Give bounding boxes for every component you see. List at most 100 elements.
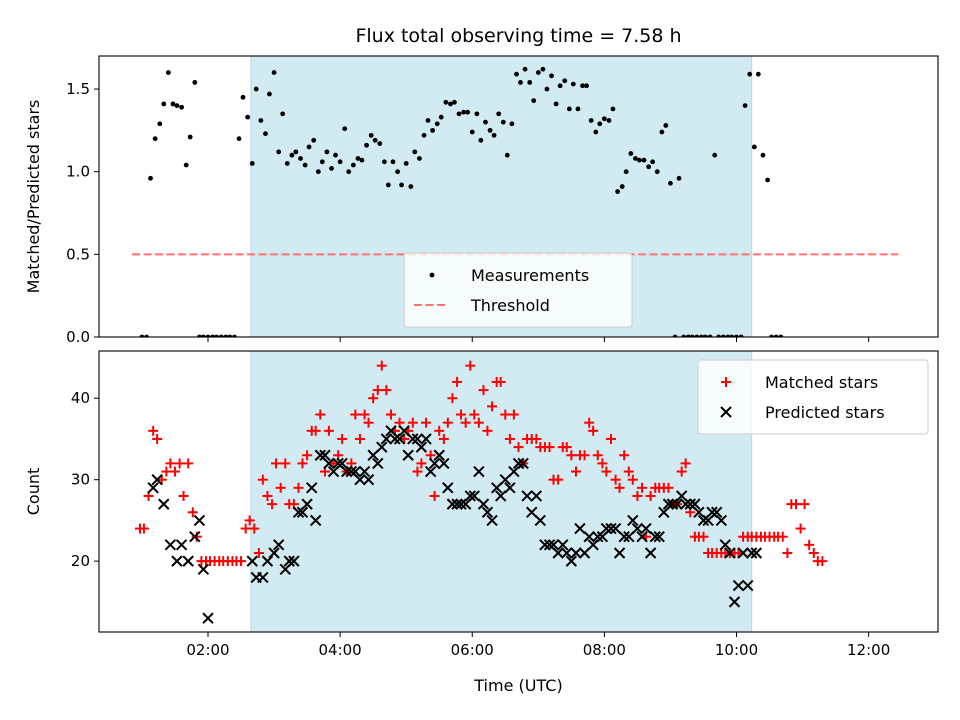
predicted-marker-b <box>147 482 159 494</box>
predicted-star-point <box>283 555 295 567</box>
measurement-point <box>258 118 264 123</box>
predicted-marker-b <box>671 498 683 510</box>
predicted-marker-b <box>702 514 714 527</box>
predicted-star-point <box>644 547 657 559</box>
measurement-point <box>355 156 361 161</box>
predicted-marker-b <box>494 490 507 502</box>
measurement-point <box>619 184 625 189</box>
predicted-marker-b <box>279 563 292 575</box>
predicted-star-point <box>578 547 591 559</box>
matched-star-point <box>495 376 506 387</box>
x-tick-label: 08:00 <box>583 641 626 659</box>
measurement-point <box>897 0 902 2</box>
predicted-marker-b <box>257 571 269 584</box>
matched-star-point <box>262 490 273 501</box>
predicted-star-point <box>623 530 635 543</box>
matched-star-point <box>504 433 515 444</box>
measurement-point <box>610 106 616 112</box>
measurement-point <box>606 118 612 123</box>
measurement-point <box>174 103 180 108</box>
predicted-star-point <box>679 498 692 510</box>
measurement-point <box>712 152 718 158</box>
measurement-point <box>720 334 726 337</box>
predicted-marker-b <box>534 514 547 527</box>
predicted-marker-b <box>393 433 406 445</box>
measurement-point <box>879 0 884 2</box>
predicted-star-point <box>565 555 578 567</box>
predicted-marker-b <box>402 449 414 461</box>
predicted-star-point <box>494 490 507 502</box>
measurement-point <box>831 0 836 2</box>
measurement-point <box>236 136 242 142</box>
matched-star-point <box>469 409 480 420</box>
predicted-star-point <box>649 530 661 543</box>
matched-star-point <box>372 385 383 396</box>
measurement-point <box>628 151 634 156</box>
predicted-marker-b <box>362 473 375 486</box>
measurement-point <box>584 83 589 89</box>
matched-star-point <box>588 425 599 436</box>
predicted-marker-b <box>609 522 622 535</box>
matched-star-point <box>280 458 291 469</box>
predicted-star-point <box>428 457 441 470</box>
y-tick-label: 30 <box>71 471 90 489</box>
predicted-star-point <box>197 563 210 575</box>
measurement-point <box>760 152 766 158</box>
matched-star-point <box>381 385 392 396</box>
predicted-marker-b <box>666 498 679 510</box>
measurement-point <box>385 182 391 188</box>
measurement-point <box>773 334 779 337</box>
matched-star-point <box>561 442 572 453</box>
measurement-point <box>223 334 229 337</box>
legend-plus-icon <box>721 377 731 387</box>
matched-star-point <box>601 466 612 477</box>
measurement-point <box>813 0 818 2</box>
predicted-star-point <box>570 547 582 559</box>
matched-star-point <box>790 499 801 510</box>
predicted-star-point <box>202 612 214 624</box>
predicted-marker-b <box>283 555 295 567</box>
predicted-marker-b <box>332 457 344 470</box>
measurement-point <box>232 334 237 337</box>
predicted-star-point <box>389 433 401 445</box>
matched-star-point <box>698 531 709 542</box>
matched-star-point <box>456 409 467 420</box>
measurement-point <box>170 101 176 107</box>
legend: Matched stars Predicted stars <box>697 359 929 435</box>
matched-star-point <box>799 499 810 510</box>
matched-star-point <box>627 474 638 485</box>
predicted-star-point <box>398 425 410 437</box>
matched-star-point <box>676 466 687 477</box>
predicted-star-point <box>658 506 670 518</box>
predicted-star-point <box>175 539 188 551</box>
predicted-star-point <box>367 449 379 461</box>
predicted-marker-b <box>398 425 410 437</box>
measurement-point <box>822 0 827 2</box>
predicted-marker-b <box>327 465 340 478</box>
measurement-point <box>580 83 585 89</box>
predicted-marker-b <box>301 498 313 510</box>
measurement-point <box>461 109 467 115</box>
matched-star-point <box>354 433 365 444</box>
measurement-point <box>871 0 876 2</box>
predicted-star-point <box>158 498 170 510</box>
predicted-marker-b <box>679 498 692 510</box>
predicted-marker-b <box>367 449 379 461</box>
predicted-marker-b <box>349 465 362 478</box>
matched-star-point <box>508 409 519 420</box>
matched-star-point <box>138 523 149 534</box>
measurement-point <box>483 119 488 125</box>
predicted-marker-b <box>649 530 661 543</box>
measurement-point <box>425 118 431 123</box>
predicted-star-point <box>438 457 450 470</box>
predicted-star-point <box>508 465 520 478</box>
measurement-point <box>800 0 805 2</box>
predicted-star-point <box>530 490 543 502</box>
predicted-marker-b <box>486 514 498 527</box>
predicted-star-point <box>574 522 586 535</box>
measurement-point <box>284 161 290 166</box>
matched-star-point <box>592 450 603 461</box>
legend: Measurements Threshold <box>403 252 633 328</box>
predicted-marker-b <box>631 522 644 535</box>
predicted-marker-b <box>451 498 463 510</box>
